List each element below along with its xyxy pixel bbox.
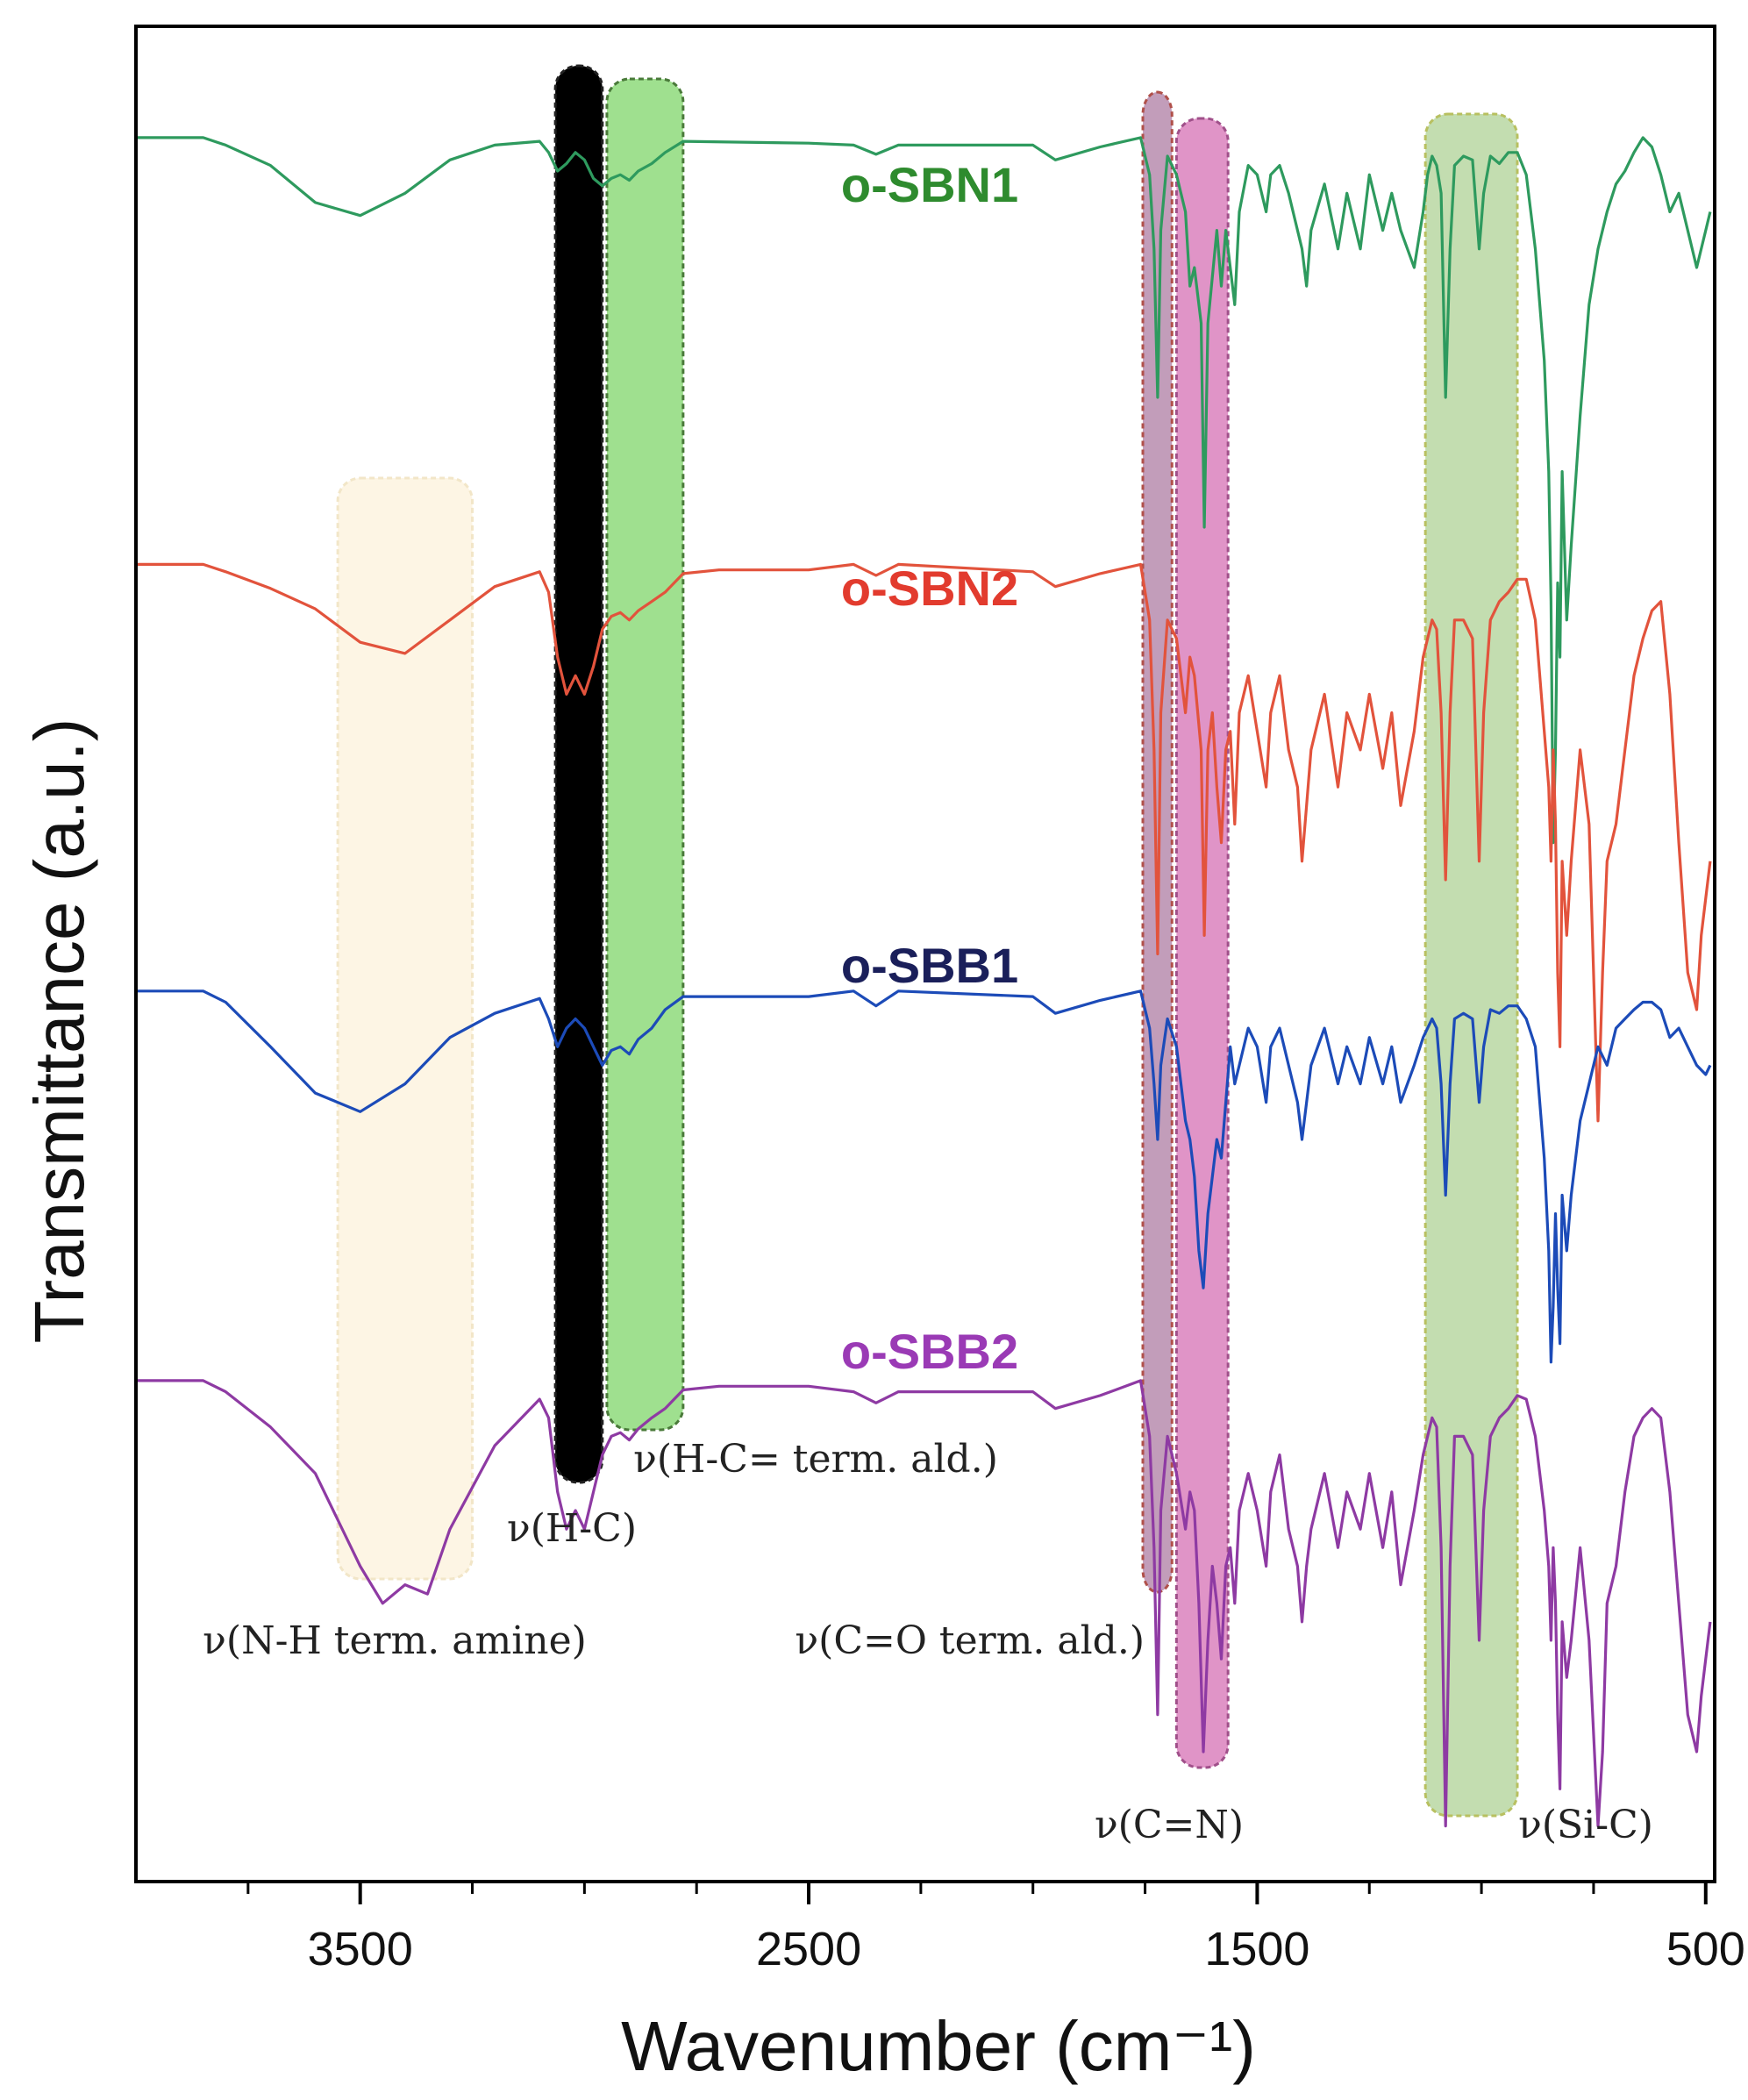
plot-frame <box>134 25 1716 1883</box>
x-tick-label: 3500 <box>308 1923 413 1975</box>
band-label-6: ν(Si-C) <box>1518 1803 1653 1847</box>
series-label-3: o-SBB1 <box>841 938 1018 993</box>
band-6 <box>1423 112 1519 1818</box>
series-line-1 <box>136 136 1712 845</box>
series-line-3 <box>136 989 1712 1364</box>
band-label-3: ν(H-C= term. ald.) <box>633 1437 998 1482</box>
band-3 <box>605 77 685 1432</box>
x-tick-label: 500 <box>1666 1923 1745 1975</box>
band-4 <box>1141 90 1174 1594</box>
band-1 <box>336 476 474 1581</box>
y-axis-title: Transmittance (a.u.) <box>20 718 98 1344</box>
series-label-2: o-SBN2 <box>841 561 1018 616</box>
series-line-4 <box>136 1379 1712 1828</box>
x-axis-title: Wavenumber (cm⁻¹) <box>621 2007 1256 2085</box>
band-5 <box>1174 117 1230 1769</box>
band-label-1: ν(N-H term. amine) <box>203 1618 587 1663</box>
x-tick-label: 2500 <box>756 1923 861 1975</box>
band-2 <box>553 64 604 1484</box>
band-label-5: ν(C=N) <box>1095 1803 1244 1847</box>
x-tick-label: 1500 <box>1204 1923 1309 1975</box>
series-line-2 <box>136 562 1712 1123</box>
series-label-4: o-SBB2 <box>841 1324 1018 1379</box>
band-label-4: ν(C=O term. ald.) <box>795 1618 1145 1663</box>
series-label-1: o-SBN1 <box>841 157 1018 212</box>
band-label-2: ν(H-C) <box>507 1506 637 1551</box>
